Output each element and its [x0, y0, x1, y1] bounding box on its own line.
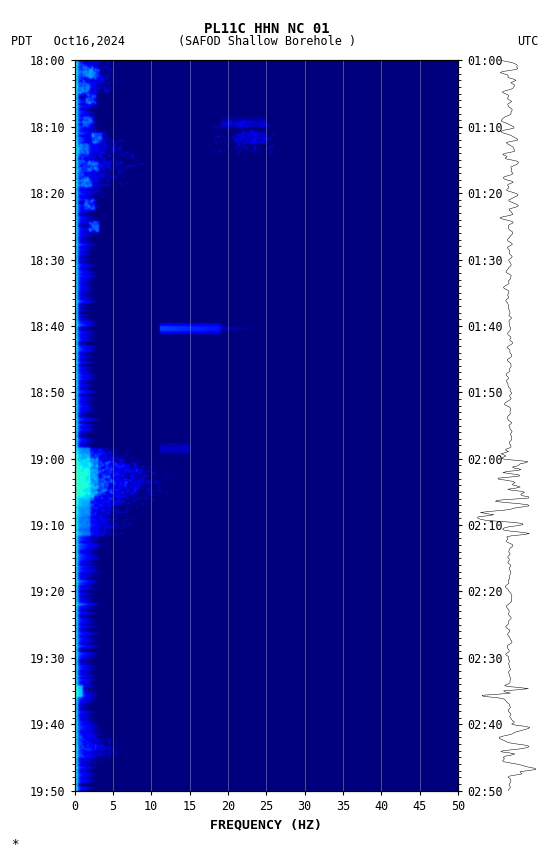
- Text: *: *: [11, 838, 19, 851]
- Text: (SAFOD Shallow Borehole ): (SAFOD Shallow Borehole ): [178, 35, 355, 48]
- Text: PDT   Oct16,2024: PDT Oct16,2024: [11, 35, 125, 48]
- Text: PL11C HHN NC 01: PL11C HHN NC 01: [204, 22, 330, 35]
- Text: UTC: UTC: [517, 35, 538, 48]
- X-axis label: FREQUENCY (HZ): FREQUENCY (HZ): [210, 818, 322, 831]
